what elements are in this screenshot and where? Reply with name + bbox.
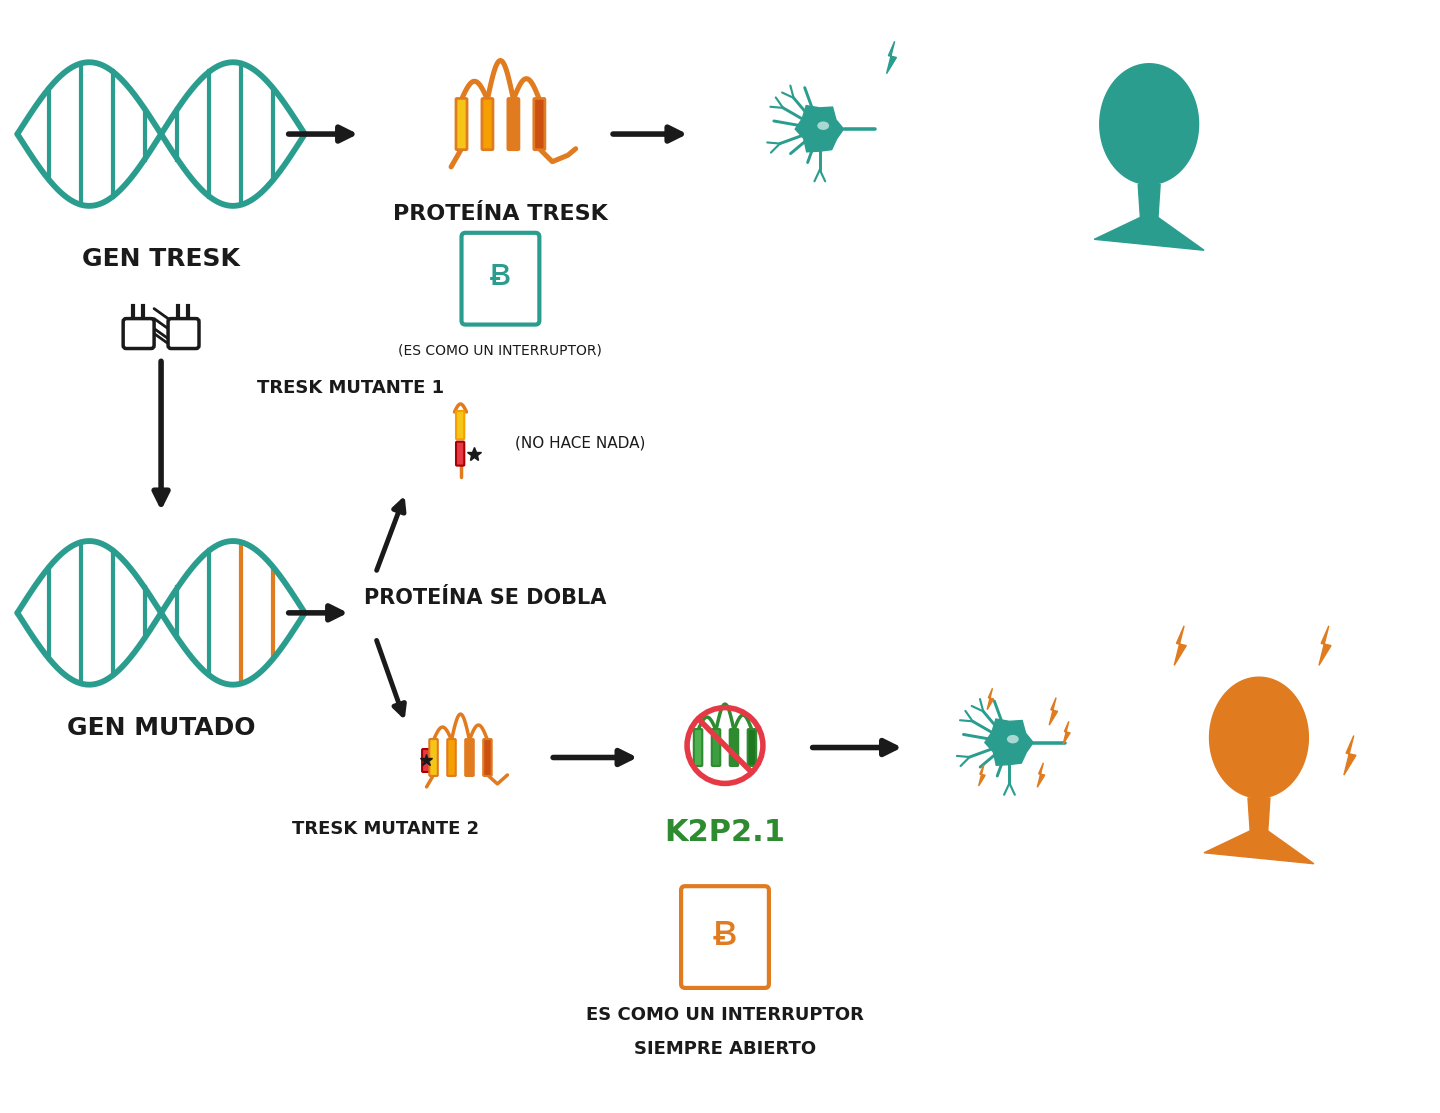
Polygon shape [1204, 830, 1313, 864]
Polygon shape [1138, 185, 1161, 217]
FancyBboxPatch shape [681, 886, 769, 988]
FancyBboxPatch shape [482, 98, 492, 150]
FancyBboxPatch shape [168, 318, 199, 348]
FancyBboxPatch shape [456, 411, 464, 440]
Polygon shape [1063, 721, 1070, 745]
Text: ᴃ: ᴃ [490, 255, 511, 293]
Text: ᴃ: ᴃ [711, 910, 739, 954]
Polygon shape [1319, 626, 1331, 666]
Polygon shape [1094, 217, 1204, 250]
Polygon shape [985, 719, 1032, 766]
FancyBboxPatch shape [456, 442, 464, 465]
Text: ES COMO UN INTERRUPTOR: ES COMO UN INTERRUPTOR [586, 1006, 864, 1024]
Polygon shape [1050, 698, 1057, 725]
Text: TRESK MUTANTE 1: TRESK MUTANTE 1 [258, 380, 445, 397]
Polygon shape [1100, 63, 1198, 185]
Text: GEN TRESK: GEN TRESK [82, 247, 240, 270]
FancyBboxPatch shape [484, 739, 491, 776]
Ellipse shape [1007, 735, 1018, 743]
FancyBboxPatch shape [730, 729, 739, 766]
FancyBboxPatch shape [461, 233, 540, 325]
Text: PROTEÍNA TRESK: PROTEÍNA TRESK [393, 204, 608, 224]
Text: (ES COMO UN INTERRUPTOR): (ES COMO UN INTERRUPTOR) [399, 344, 602, 357]
Text: (NO HACE NADA): (NO HACE NADA) [516, 436, 645, 451]
FancyBboxPatch shape [422, 749, 429, 772]
Text: TRESK MUTANTE 2: TRESK MUTANTE 2 [292, 820, 480, 838]
Polygon shape [887, 41, 897, 73]
Text: SIEMPRE ABIERTO: SIEMPRE ABIERTO [634, 1040, 816, 1057]
FancyBboxPatch shape [534, 98, 544, 150]
FancyBboxPatch shape [694, 729, 703, 766]
Polygon shape [1344, 736, 1356, 775]
FancyBboxPatch shape [124, 318, 154, 348]
Polygon shape [1037, 762, 1045, 787]
FancyBboxPatch shape [508, 98, 518, 150]
Text: GEN MUTADO: GEN MUTADO [66, 716, 255, 739]
FancyBboxPatch shape [747, 729, 756, 766]
FancyBboxPatch shape [711, 729, 720, 766]
Ellipse shape [818, 121, 829, 130]
FancyBboxPatch shape [456, 98, 467, 150]
Polygon shape [1174, 626, 1187, 666]
Text: PROTEÍNA SE DOBLA: PROTEÍNA SE DOBLA [364, 588, 606, 608]
Polygon shape [979, 765, 985, 786]
FancyBboxPatch shape [465, 739, 474, 776]
Polygon shape [988, 688, 994, 710]
Text: K2P2.1: K2P2.1 [664, 818, 785, 847]
Polygon shape [1248, 798, 1270, 830]
Polygon shape [1210, 677, 1309, 798]
Polygon shape [795, 106, 844, 151]
FancyBboxPatch shape [429, 739, 438, 776]
FancyBboxPatch shape [448, 739, 456, 776]
